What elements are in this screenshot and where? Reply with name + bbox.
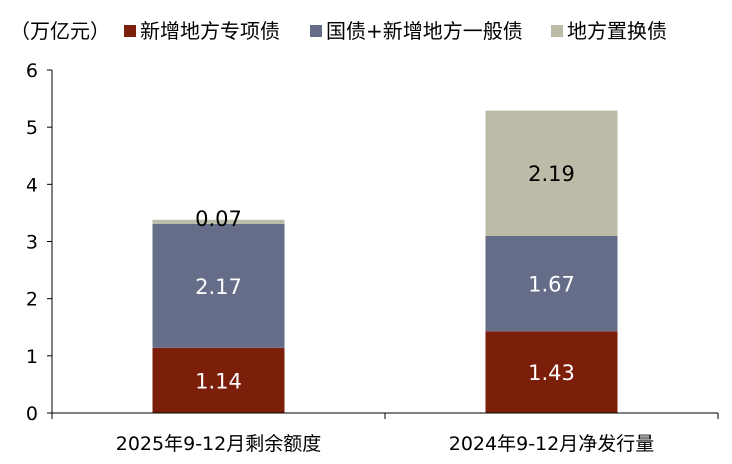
legend-entry: 地方置换债 — [567, 19, 667, 43]
legend-entry: 国债+新增地方一般债 — [326, 19, 523, 43]
unit-label: （万亿元） — [10, 19, 110, 43]
bar-segment — [485, 235, 618, 332]
x-axis: 2025年9-12月剩余额度 2024年9-12月净发行量 — [51, 412, 719, 455]
legend-entry: 新增地方专项债 — [140, 19, 280, 43]
y-tick-label: 0 — [26, 403, 38, 425]
bar-segment — [152, 223, 285, 348]
bar-segment — [485, 110, 618, 236]
y-tick-label: 4 — [26, 174, 38, 196]
data-label: 1.67 — [528, 273, 575, 297]
legend-swatch — [310, 25, 322, 37]
legend: 新增地方专项债 国债+新增地方一般债 地方置换债 — [124, 19, 667, 43]
bar-segment — [152, 219, 285, 224]
legend-swatch — [124, 25, 136, 37]
y-tick-label: 1 — [26, 346, 38, 368]
y-tick-label: 3 — [26, 232, 38, 254]
data-label: 2.19 — [528, 162, 575, 186]
y-axis: 0 1 2 3 4 5 6 — [26, 60, 53, 425]
y-tick-label: 6 — [26, 60, 38, 82]
data-label: 1.43 — [528, 361, 575, 385]
y-tick-label: 2 — [26, 289, 38, 311]
x-category-label: 2025年9-12月剩余额度 — [116, 433, 321, 455]
bar-segment — [485, 331, 618, 413]
data-label: 1.14 — [195, 369, 242, 393]
data-label: 2.17 — [195, 275, 242, 299]
y-tick-label: 5 — [26, 117, 38, 139]
bars: 1.14 2.17 0.07 1.43 1.67 2.19 — [152, 110, 618, 413]
legend-swatch — [551, 25, 563, 37]
x-category-label: 2024年9-12月净发行量 — [449, 433, 654, 455]
data-label: 0.07 — [195, 207, 242, 231]
bar-segment — [152, 347, 285, 413]
